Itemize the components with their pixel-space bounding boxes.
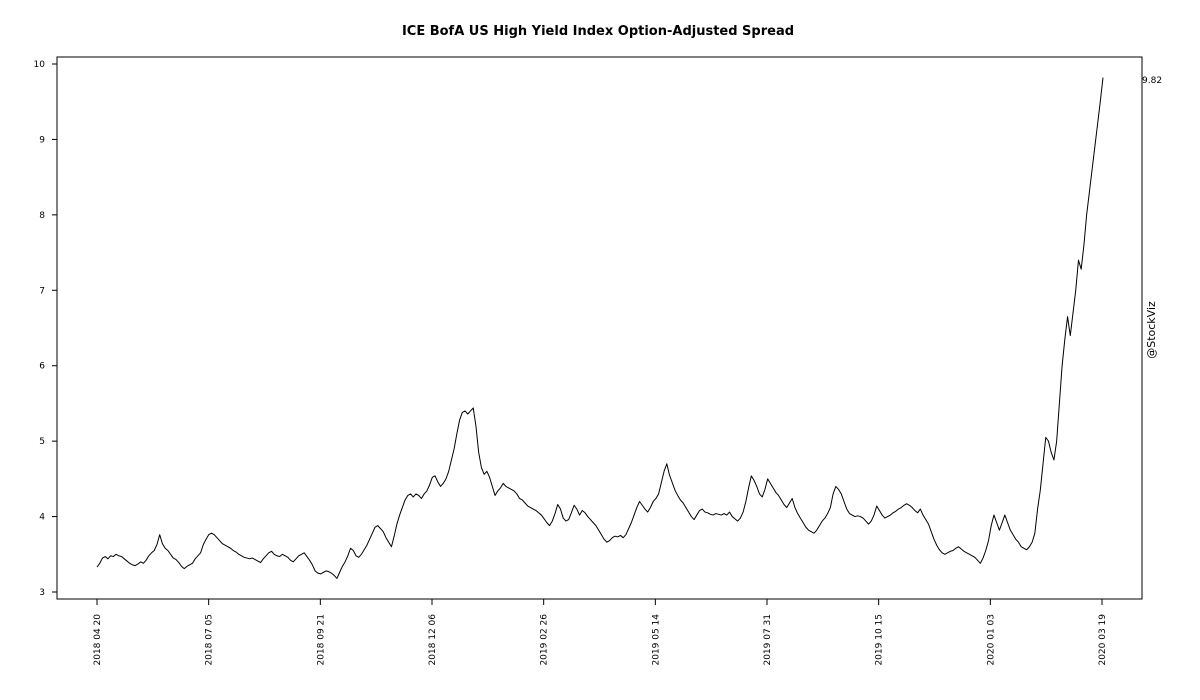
y-tick-label: 6 (39, 362, 45, 372)
plot-frame (56, 56, 1143, 600)
x-tick-label: 2018 04 20 (93, 614, 103, 666)
x-tick-label: 2019 05 14 (651, 614, 661, 666)
x-tick-label: 2019 10 15 (875, 614, 885, 666)
x-tick-label: 2018 12 06 (428, 614, 438, 666)
chart-title: ICE BofA US High Yield Index Option-Adju… (402, 24, 794, 39)
x-tick-label: 2020 01 03 (986, 614, 996, 666)
x-tick-label: 2019 07 31 (763, 614, 773, 666)
y-tick-label: 9 (39, 135, 45, 145)
y-tick-label: 3 (39, 588, 45, 598)
y-tick-label: 10 (34, 60, 46, 70)
last-value-label: 9.82 (1142, 76, 1162, 86)
watermark: @StockViz (1145, 301, 1158, 359)
x-axis: 2018 04 20 2018 07 05 2018 09 21 2018 12 06… (93, 599, 1108, 666)
y-tick-label: 4 (39, 513, 45, 523)
x-tick-label: 2018 07 05 (205, 614, 215, 666)
series-line (96, 77, 1104, 579)
x-tick-label: 2018 09 21 (316, 614, 326, 666)
y-axis: 3 4 5 6 7 8 9 10 (34, 60, 57, 598)
y-tick-label: 8 (39, 211, 45, 221)
x-tick-label: 2020 03 19 (1098, 614, 1108, 666)
x-tick-label: 2019 02 26 (540, 614, 550, 666)
y-tick-label: 7 (39, 286, 45, 296)
y-tick-label: 5 (39, 437, 45, 447)
